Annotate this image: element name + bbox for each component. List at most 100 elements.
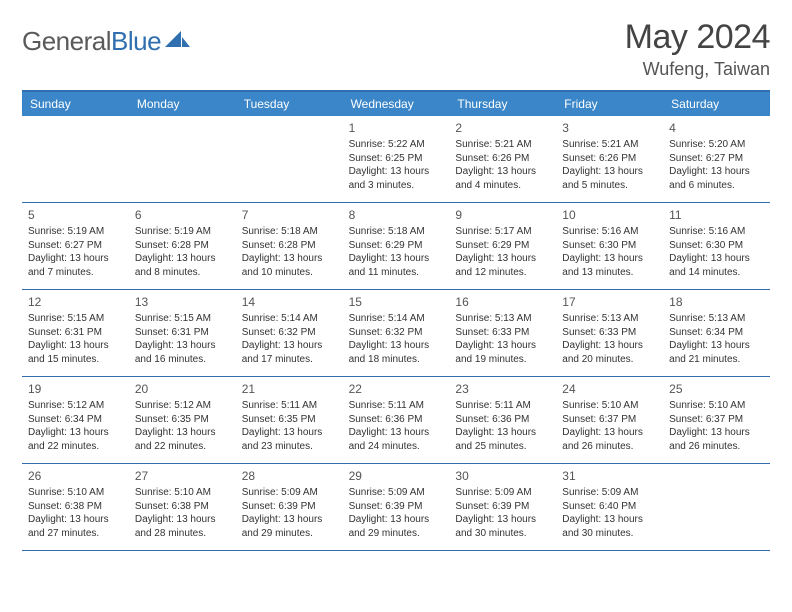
sunset-text: Sunset: 6:27 PM [28,239,123,253]
sunset-text: Sunset: 6:26 PM [562,152,657,166]
sunset-text: Sunset: 6:38 PM [135,500,230,514]
daylight-text: Daylight: 13 hours and 26 minutes. [669,426,764,453]
day-number: 12 [28,294,123,310]
daylight-text: Daylight: 13 hours and 23 minutes. [242,426,337,453]
daylight-text: Daylight: 13 hours and 26 minutes. [562,426,657,453]
sunrise-text: Sunrise: 5:11 AM [349,399,444,413]
day-cell: 7Sunrise: 5:18 AMSunset: 6:28 PMDaylight… [236,203,343,289]
day-number: 21 [242,381,337,397]
daylight-text: Daylight: 13 hours and 30 minutes. [455,513,550,540]
sunrise-text: Sunrise: 5:16 AM [562,225,657,239]
day-header-row: SundayMondayTuesdayWednesdayThursdayFrid… [22,92,770,116]
day-header-cell: Thursday [449,92,556,116]
day-number: 9 [455,207,550,223]
empty-cell [129,116,236,202]
day-cell: 8Sunrise: 5:18 AMSunset: 6:29 PMDaylight… [343,203,450,289]
sunrise-text: Sunrise: 5:09 AM [242,486,337,500]
day-number: 31 [562,468,657,484]
sunset-text: Sunset: 6:29 PM [455,239,550,253]
week-row: 1Sunrise: 5:22 AMSunset: 6:25 PMDaylight… [22,116,770,203]
empty-cell [236,116,343,202]
sunrise-text: Sunrise: 5:09 AM [562,486,657,500]
day-cell: 31Sunrise: 5:09 AMSunset: 6:40 PMDayligh… [556,464,663,550]
daylight-text: Daylight: 13 hours and 3 minutes. [349,165,444,192]
sunset-text: Sunset: 6:33 PM [455,326,550,340]
sunset-text: Sunset: 6:34 PM [28,413,123,427]
sunrise-text: Sunrise: 5:09 AM [455,486,550,500]
sunrise-text: Sunrise: 5:13 AM [455,312,550,326]
day-number: 17 [562,294,657,310]
daylight-text: Daylight: 13 hours and 20 minutes. [562,339,657,366]
day-cell: 14Sunrise: 5:14 AMSunset: 6:32 PMDayligh… [236,290,343,376]
day-cell: 28Sunrise: 5:09 AMSunset: 6:39 PMDayligh… [236,464,343,550]
day-number: 29 [349,468,444,484]
day-cell: 21Sunrise: 5:11 AMSunset: 6:35 PMDayligh… [236,377,343,463]
sunset-text: Sunset: 6:33 PM [562,326,657,340]
day-number: 20 [135,381,230,397]
daylight-text: Daylight: 13 hours and 16 minutes. [135,339,230,366]
day-cell: 19Sunrise: 5:12 AMSunset: 6:34 PMDayligh… [22,377,129,463]
daylight-text: Daylight: 13 hours and 22 minutes. [28,426,123,453]
day-header-cell: Sunday [22,92,129,116]
daylight-text: Daylight: 13 hours and 27 minutes. [28,513,123,540]
daylight-text: Daylight: 13 hours and 21 minutes. [669,339,764,366]
sail-icon [165,29,191,54]
day-number: 27 [135,468,230,484]
sunset-text: Sunset: 6:30 PM [669,239,764,253]
daylight-text: Daylight: 13 hours and 29 minutes. [242,513,337,540]
sunset-text: Sunset: 6:39 PM [349,500,444,514]
title-block: May 2024 Wufeng, Taiwan [625,18,770,80]
day-number: 15 [349,294,444,310]
logo-text-gray: General [22,26,111,56]
month-title: May 2024 [625,18,770,57]
daylight-text: Daylight: 13 hours and 19 minutes. [455,339,550,366]
sunset-text: Sunset: 6:26 PM [455,152,550,166]
day-number: 23 [455,381,550,397]
day-cell: 10Sunrise: 5:16 AMSunset: 6:30 PMDayligh… [556,203,663,289]
day-cell: 22Sunrise: 5:11 AMSunset: 6:36 PMDayligh… [343,377,450,463]
day-cell: 18Sunrise: 5:13 AMSunset: 6:34 PMDayligh… [663,290,770,376]
location: Wufeng, Taiwan [625,59,770,80]
day-header-cell: Tuesday [236,92,343,116]
sunset-text: Sunset: 6:30 PM [562,239,657,253]
day-number: 26 [28,468,123,484]
sunset-text: Sunset: 6:28 PM [135,239,230,253]
sunset-text: Sunset: 6:34 PM [669,326,764,340]
sunset-text: Sunset: 6:37 PM [669,413,764,427]
daylight-text: Daylight: 13 hours and 8 minutes. [135,252,230,279]
sunrise-text: Sunrise: 5:17 AM [455,225,550,239]
day-cell: 29Sunrise: 5:09 AMSunset: 6:39 PMDayligh… [343,464,450,550]
empty-cell [22,116,129,202]
day-cell: 17Sunrise: 5:13 AMSunset: 6:33 PMDayligh… [556,290,663,376]
day-cell: 15Sunrise: 5:14 AMSunset: 6:32 PMDayligh… [343,290,450,376]
day-cell: 1Sunrise: 5:22 AMSunset: 6:25 PMDaylight… [343,116,450,202]
daylight-text: Daylight: 13 hours and 24 minutes. [349,426,444,453]
sunset-text: Sunset: 6:27 PM [669,152,764,166]
day-header-cell: Monday [129,92,236,116]
day-cell: 27Sunrise: 5:10 AMSunset: 6:38 PMDayligh… [129,464,236,550]
sunrise-text: Sunrise: 5:18 AM [349,225,444,239]
daylight-text: Daylight: 13 hours and 14 minutes. [669,252,764,279]
sunset-text: Sunset: 6:39 PM [242,500,337,514]
sunrise-text: Sunrise: 5:19 AM [135,225,230,239]
day-cell: 24Sunrise: 5:10 AMSunset: 6:37 PMDayligh… [556,377,663,463]
daylight-text: Daylight: 13 hours and 17 minutes. [242,339,337,366]
daylight-text: Daylight: 13 hours and 18 minutes. [349,339,444,366]
logo: GeneralBlue [22,18,191,57]
header: GeneralBlue May 2024 Wufeng, Taiwan [22,18,770,80]
day-cell: 20Sunrise: 5:12 AMSunset: 6:35 PMDayligh… [129,377,236,463]
day-number: 6 [135,207,230,223]
day-cell: 3Sunrise: 5:21 AMSunset: 6:26 PMDaylight… [556,116,663,202]
day-number: 2 [455,120,550,136]
sunset-text: Sunset: 6:37 PM [562,413,657,427]
sunrise-text: Sunrise: 5:12 AM [135,399,230,413]
sunset-text: Sunset: 6:35 PM [242,413,337,427]
daylight-text: Daylight: 13 hours and 11 minutes. [349,252,444,279]
sunset-text: Sunset: 6:39 PM [455,500,550,514]
day-number: 5 [28,207,123,223]
day-cell: 12Sunrise: 5:15 AMSunset: 6:31 PMDayligh… [22,290,129,376]
day-cell: 25Sunrise: 5:10 AMSunset: 6:37 PMDayligh… [663,377,770,463]
sunrise-text: Sunrise: 5:11 AM [455,399,550,413]
calendar: SundayMondayTuesdayWednesdayThursdayFrid… [22,90,770,551]
sunrise-text: Sunrise: 5:13 AM [669,312,764,326]
